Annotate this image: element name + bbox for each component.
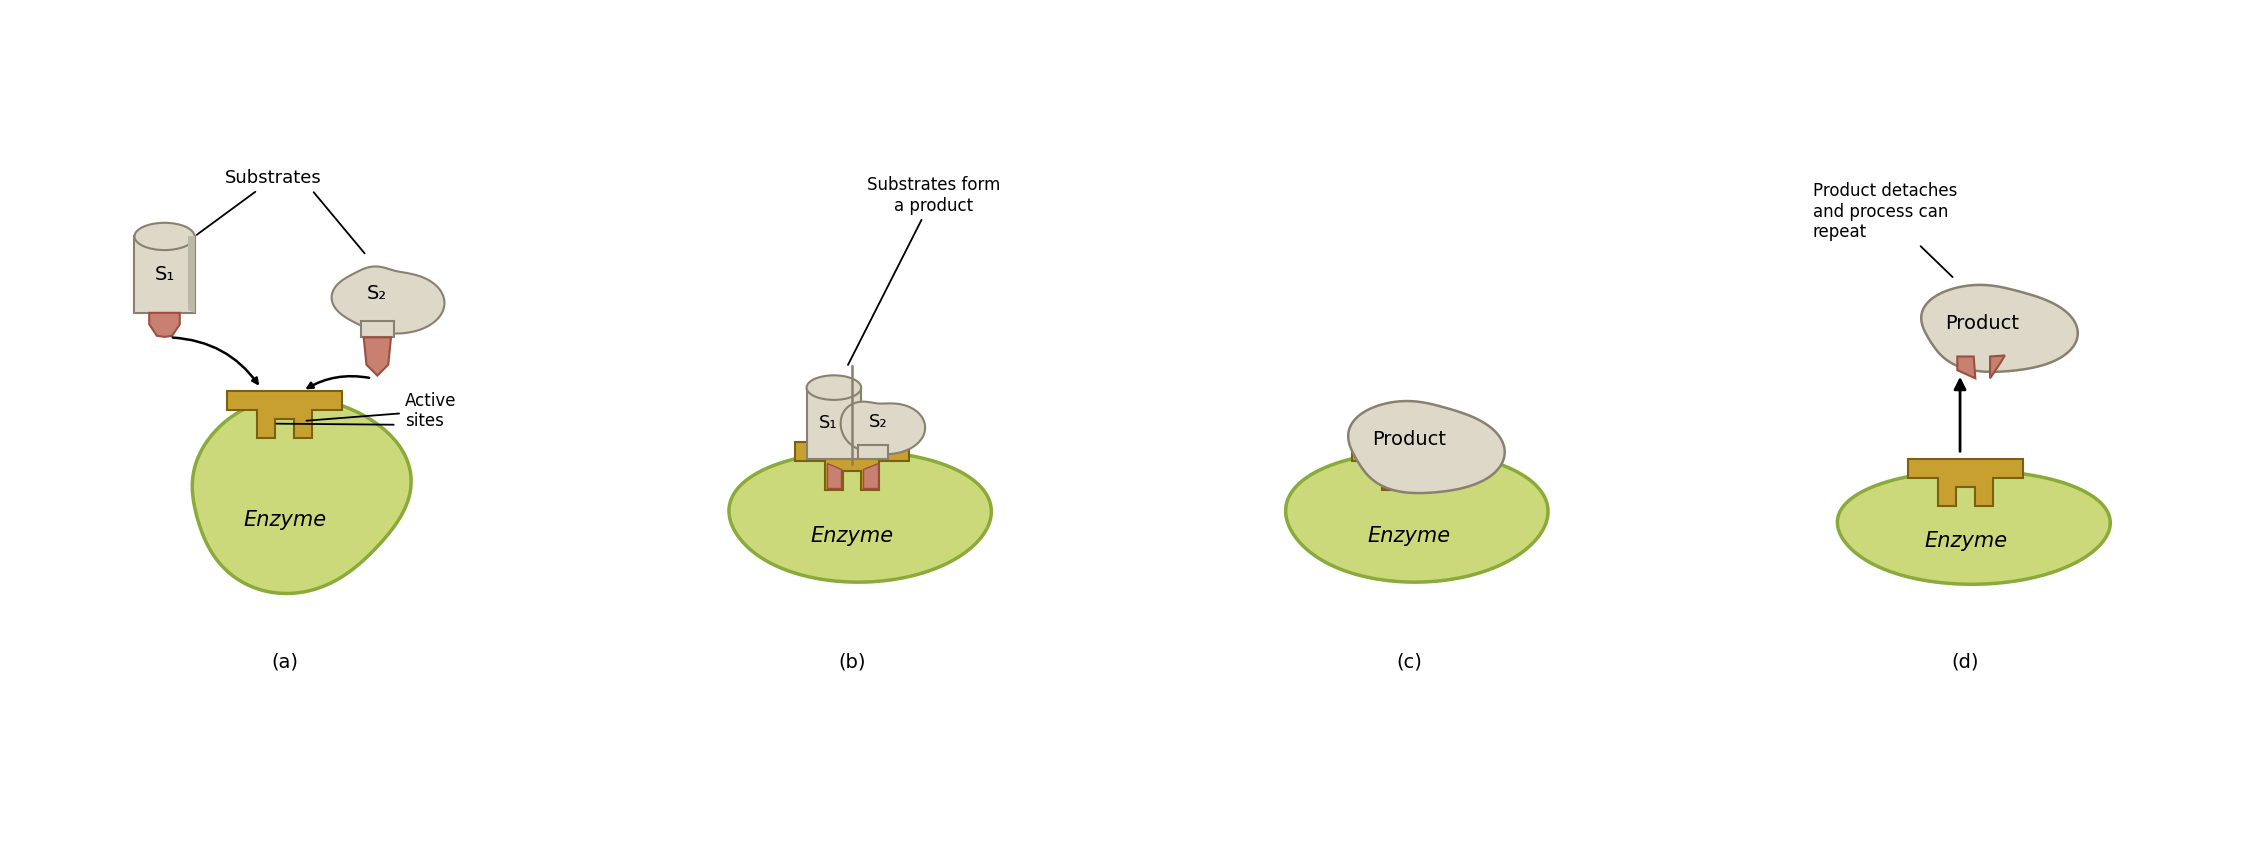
Polygon shape [149,313,181,337]
Text: (a): (a) [271,652,298,672]
Polygon shape [362,321,393,338]
Polygon shape [133,236,194,313]
Polygon shape [1352,442,1465,490]
Text: Substrates: Substrates [197,170,321,235]
Text: Enzyme: Enzyme [242,511,326,530]
Text: S₂: S₂ [366,284,387,303]
Polygon shape [807,387,861,458]
Text: Enzyme: Enzyme [1368,526,1449,545]
Polygon shape [1908,458,2024,506]
Polygon shape [188,236,194,313]
Polygon shape [228,391,341,438]
Polygon shape [728,452,990,582]
Polygon shape [1922,285,2078,372]
Polygon shape [1420,463,1433,488]
Text: Product detaches
and process can
repeat: Product detaches and process can repeat [1813,181,1958,277]
Polygon shape [828,463,841,488]
Text: Active
sites: Active sites [307,392,457,430]
Polygon shape [1838,471,2110,584]
Text: S₁: S₁ [818,414,839,432]
Polygon shape [864,463,877,488]
Ellipse shape [807,376,861,400]
Polygon shape [796,442,909,490]
Text: Substrates form
a product: Substrates form a product [848,176,1002,365]
Polygon shape [841,402,925,454]
Polygon shape [1958,356,1976,378]
Polygon shape [1287,452,1549,582]
Ellipse shape [133,223,194,250]
Text: (d): (d) [1951,652,1978,672]
Polygon shape [364,338,391,376]
Text: (c): (c) [1395,652,1422,672]
Text: Enzyme: Enzyme [1924,531,2008,551]
Text: Product: Product [1372,430,1445,449]
Polygon shape [1348,401,1506,493]
Polygon shape [332,267,445,333]
Polygon shape [1990,355,2006,378]
Text: S₂: S₂ [868,413,889,431]
Text: (b): (b) [839,652,866,672]
Polygon shape [1384,463,1397,488]
Text: S₁: S₁ [154,265,174,284]
Text: Enzyme: Enzyme [812,526,893,545]
Polygon shape [857,445,889,458]
Polygon shape [192,398,412,593]
Text: Product: Product [1944,314,2019,333]
